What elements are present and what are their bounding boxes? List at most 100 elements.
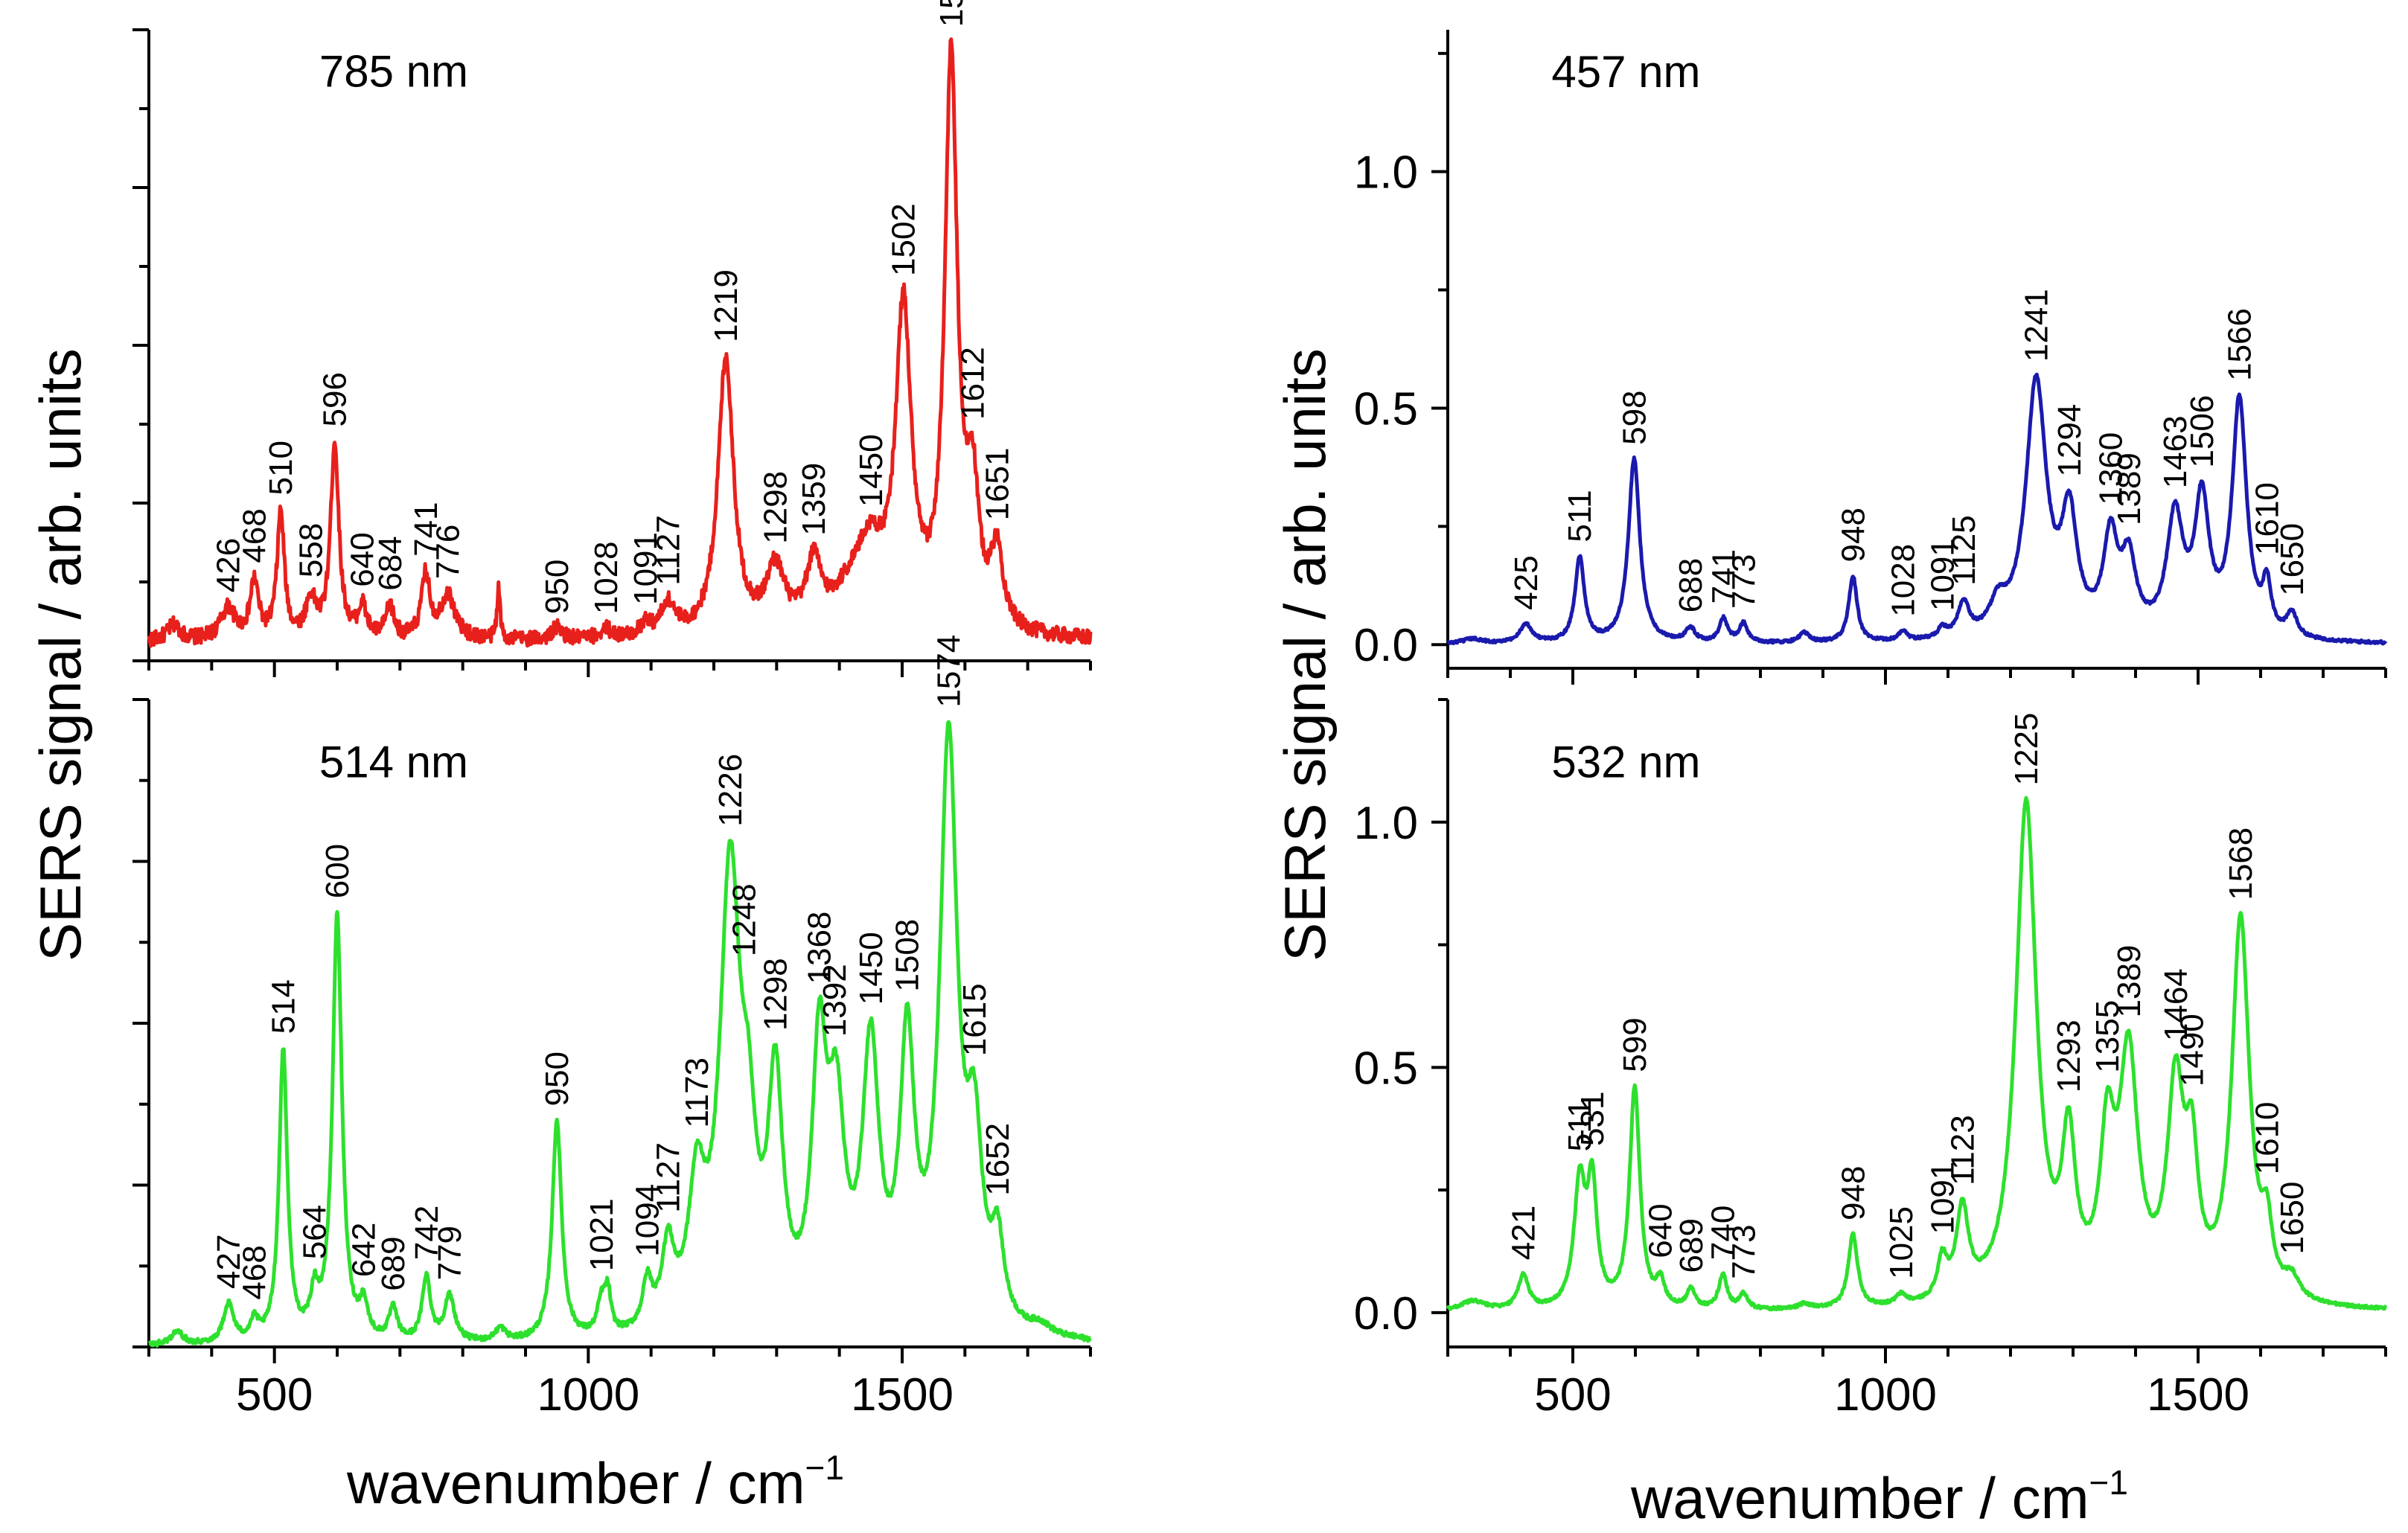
- peak-label: 642: [345, 1223, 382, 1277]
- peak-label: 1502: [886, 203, 922, 276]
- peak-label: 598: [1616, 390, 1652, 444]
- peak-label: 950: [539, 1052, 575, 1106]
- peak-label: 1506: [2184, 395, 2220, 468]
- peak-label: 1360: [2092, 432, 2129, 505]
- peak-label: 1490: [2174, 1014, 2211, 1086]
- peak-label: 1610: [2249, 1102, 2285, 1175]
- peak-label: 1355: [2089, 1000, 2126, 1073]
- peak-label: 510: [263, 441, 299, 495]
- right-y-axis-title: SERS signal / arb. units: [1272, 348, 1338, 961]
- peak-label: 468: [237, 508, 273, 563]
- peak-label: 1389: [2111, 945, 2147, 1018]
- peak-label: 511: [1562, 1099, 1598, 1151]
- x-tick-label: 1500: [2147, 1369, 2249, 1421]
- peak-label: 1578: [933, 0, 970, 27]
- x-tick-label: 1000: [1834, 1369, 1937, 1421]
- peak-label: 1091: [627, 532, 664, 605]
- spectrum-line: [147, 37, 1093, 648]
- y-tick-label: 1.0: [1354, 798, 1418, 849]
- peak-label: 427: [211, 1235, 247, 1289]
- peak-label: 1574: [930, 635, 967, 708]
- peak-label: 1463: [2157, 415, 2194, 488]
- peak-label: 1651: [979, 448, 1015, 521]
- peak-label: 689: [1673, 1218, 1710, 1273]
- peak-label: 1225: [2008, 713, 2045, 786]
- y-tick-label: 1.0: [1354, 147, 1418, 199]
- peak-label: 1368: [802, 912, 838, 985]
- peak-label: 773: [1725, 554, 1762, 609]
- peak-label: 1021: [584, 1198, 620, 1271]
- peak-label: 742: [409, 1206, 445, 1260]
- x-tick-label: 1000: [537, 1369, 639, 1421]
- peak-label: 741: [408, 502, 444, 556]
- y-tick-label: 0.0: [1354, 1288, 1418, 1340]
- peak-label: 1450: [853, 932, 890, 1005]
- laser-wavelength-label: 514 nm: [319, 737, 468, 787]
- peak-label: 1025: [1883, 1206, 1920, 1279]
- peak-label: 950: [539, 560, 575, 614]
- peak-label: 1566: [2221, 308, 2258, 381]
- peak-label: 1125: [1946, 515, 1982, 586]
- x-tick-label: 1500: [851, 1369, 954, 1421]
- peak-label: 948: [1835, 1166, 1871, 1220]
- peak-label: 599: [1617, 1017, 1653, 1072]
- peak-label: 948: [1835, 508, 1871, 562]
- spectrum-line: [147, 720, 1092, 1348]
- peak-label: 468: [237, 1245, 273, 1299]
- x-tick-label: 500: [236, 1369, 313, 1421]
- x-tick-label: 500: [1534, 1369, 1611, 1421]
- peak-label: 1450: [853, 434, 890, 507]
- peak-label: 1028: [588, 541, 625, 614]
- peak-label: 1219: [708, 269, 744, 342]
- peak-label: 1652: [980, 1123, 1016, 1196]
- peak-label: 511: [1562, 490, 1598, 542]
- peak-label: 1173: [679, 1057, 715, 1128]
- peak-label: 1028: [1885, 544, 1922, 617]
- peak-label: 1389: [2111, 452, 2147, 525]
- peak-label: 640: [345, 532, 381, 586]
- peak-label: 1091: [1924, 538, 1961, 611]
- peak-label: 1650: [2274, 1182, 2310, 1255]
- laser-wavelength-label: 457 nm: [1551, 47, 1700, 97]
- peak-label: 425: [1508, 555, 1545, 609]
- left-x-axis-title-text: wavenumber / cm: [346, 1450, 805, 1516]
- laser-wavelength-label: 532 nm: [1551, 737, 1700, 787]
- peak-label: 740: [1705, 1206, 1742, 1260]
- peak-label: 1464: [2158, 968, 2194, 1041]
- peak-label: 1127: [650, 1142, 686, 1213]
- right-x-axis-title: wavenumber / cm−1: [1630, 1463, 2128, 1531]
- peak-label: 596: [317, 372, 354, 426]
- peak-label: 1298: [758, 958, 794, 1031]
- peak-label: 1568: [2223, 828, 2259, 900]
- peak-label: 776: [429, 525, 466, 579]
- peak-label: 1359: [796, 463, 832, 536]
- peak-label: 773: [1725, 1224, 1762, 1278]
- right-x-axis-title-superscript: −1: [2089, 1463, 2128, 1502]
- peak-label: 564: [297, 1205, 333, 1259]
- peak-label: 779: [432, 1226, 468, 1280]
- peak-label: 1612: [955, 347, 991, 420]
- spectrum-line: [1446, 796, 2388, 1312]
- y-tick-label: 0.5: [1354, 383, 1418, 435]
- peak-label: 689: [375, 1236, 412, 1290]
- peak-label: 1091: [1924, 1162, 1961, 1235]
- peak-label: 1610: [2249, 482, 2285, 555]
- peak-label: 1127: [650, 515, 686, 586]
- peak-label: 558: [293, 523, 330, 577]
- peak-label: 1226: [712, 754, 749, 827]
- peak-label: 1294: [2051, 404, 2088, 477]
- y-tick-label: 0.0: [1354, 620, 1418, 671]
- left-x-axis-title: wavenumber / cm−1: [346, 1448, 844, 1516]
- peak-label: 640: [1643, 1203, 1679, 1258]
- peak-label: 1650: [2274, 523, 2310, 596]
- peak-label: 1094: [630, 1184, 666, 1257]
- peak-label: 1293: [2051, 1020, 2087, 1092]
- peak-label: 1298: [758, 471, 794, 544]
- peak-label: 426: [210, 538, 246, 592]
- left-x-axis-title-superscript: −1: [805, 1448, 844, 1487]
- peak-label: 684: [372, 536, 409, 590]
